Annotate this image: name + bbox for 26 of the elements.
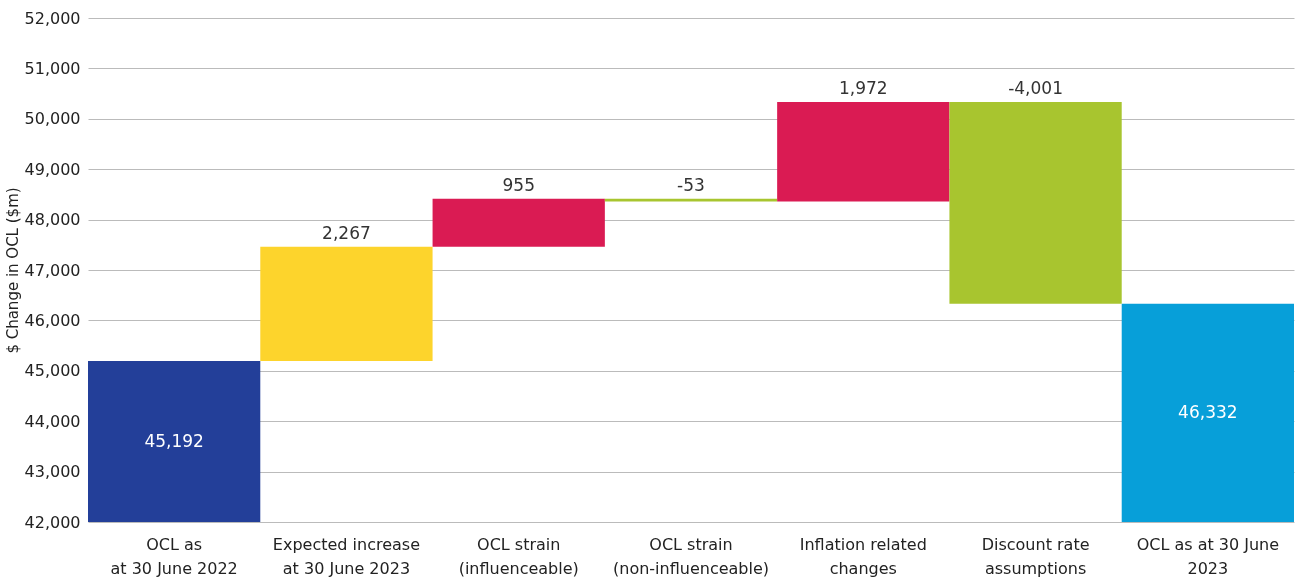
y-tick-label: 48,000: [24, 210, 81, 230]
data-label: 45,192: [144, 430, 204, 451]
data-label: 1,972: [838, 78, 888, 99]
y-tick-label: 45,000: [24, 361, 81, 381]
x-tick-label: OCL as at 30 June 2022: [110, 534, 238, 578]
data-label: 2,267: [322, 222, 371, 243]
x-tick-label: Expected increase at 30 June 2023: [272, 534, 421, 578]
y-tick-label: 49,000: [24, 159, 81, 179]
y-tick-label: 44,000: [24, 411, 81, 431]
x-tick-label: OCL strain (influenceable): [458, 534, 579, 578]
y-tick-label: 52,000: [24, 8, 81, 28]
data-label: -53: [677, 174, 705, 195]
y-tick-label: 50,000: [24, 109, 81, 129]
x-tick-label: OCL as at 30 June 2023: [1136, 534, 1280, 578]
data-label: -4,001: [1008, 78, 1063, 99]
y-tick-label: 43,000: [24, 462, 81, 482]
y-axis-title: $ Change in OCL ($m): [3, 187, 22, 354]
x-tick-label: Discount rate assumptions: [981, 534, 1090, 578]
y-tick-label: 47,000: [24, 260, 81, 280]
data-label: 955: [502, 174, 535, 195]
y-tick-label: 51,000: [24, 58, 81, 78]
y-tick-label: 46,000: [24, 310, 81, 330]
data-label: 46,332: [1178, 401, 1238, 422]
x-tick-label: Inflation related changes: [799, 534, 927, 578]
y-tick-label: 42,000: [24, 512, 81, 532]
x-tick-label: OCL strain (non-influenceable): [612, 534, 770, 578]
